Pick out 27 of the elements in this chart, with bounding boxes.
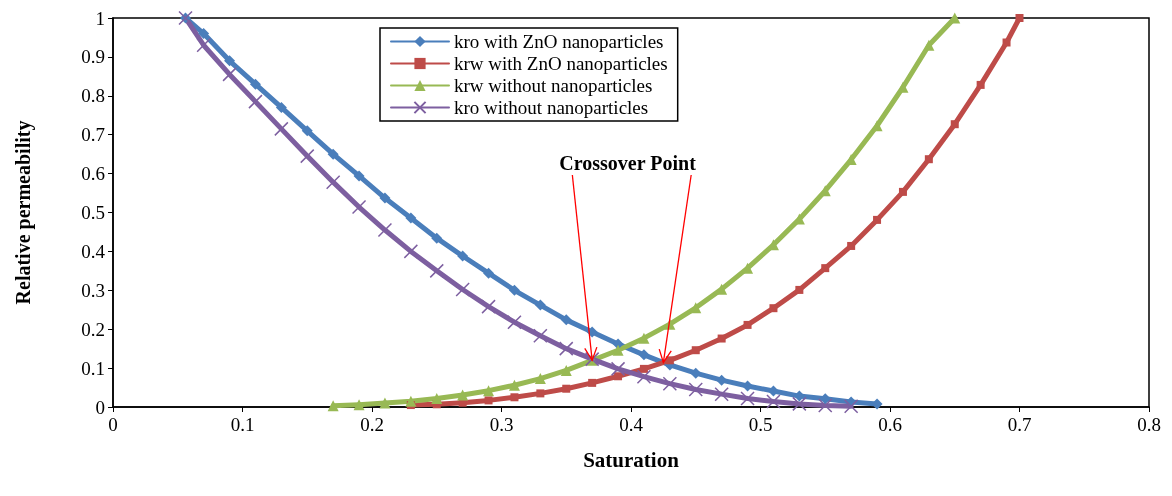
legend-label: kro with ZnO nanoparticles xyxy=(454,31,664,52)
y-tick-label: 0.7 xyxy=(81,124,105,146)
x-tick-label: 0.4 xyxy=(619,414,644,435)
y-tick-label: 0.4 xyxy=(81,240,106,262)
annotation: Crossover Point xyxy=(559,152,697,174)
x-tick-label: 0.7 xyxy=(1007,414,1032,435)
legend-label: kro without nanoparticles xyxy=(454,97,649,118)
y-tick-label: 0.2 xyxy=(81,318,105,340)
y-axis-title: Relative permeability xyxy=(12,120,35,305)
x-tick-label: 0.3 xyxy=(489,414,514,435)
y-tick-label: 0.1 xyxy=(81,357,105,379)
y-tick-label: 0.8 xyxy=(81,85,105,107)
y-tick-label: 0.9 xyxy=(81,46,105,68)
x-tick-label: 0.1 xyxy=(230,414,255,435)
y-tick-label: 1 xyxy=(95,7,105,29)
x-tick-label: 0 xyxy=(108,414,118,435)
y-tick-label: 0.3 xyxy=(81,279,105,301)
y-tick-label: 0 xyxy=(95,396,105,418)
y-tick-label: 0.6 xyxy=(81,163,105,185)
legend-label: krw without nanoparticles xyxy=(454,75,653,96)
legend-label: krw with ZnO nanoparticles xyxy=(454,53,668,74)
x-tick-label: 0.5 xyxy=(748,414,773,435)
x-axis-title: Saturation xyxy=(583,447,680,472)
x-tick-label: 0.6 xyxy=(878,414,902,435)
x-tick-label: 0.8 xyxy=(1137,414,1161,435)
y-tick-label: 0.5 xyxy=(81,202,105,223)
x-tick-label: 0.2 xyxy=(360,414,384,435)
